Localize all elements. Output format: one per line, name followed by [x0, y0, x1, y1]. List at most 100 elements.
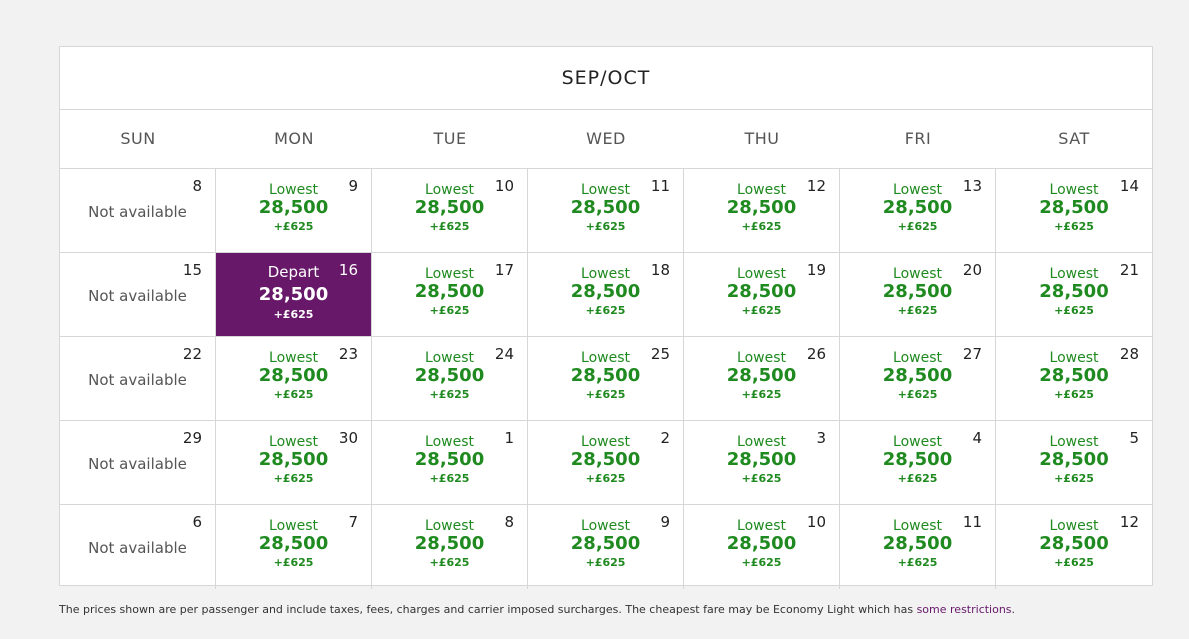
day-number: 11: [962, 513, 982, 531]
fare-footnote: The prices shown are per passenger and i…: [59, 603, 1015, 616]
lowest-label: Lowest: [737, 182, 786, 198]
day-cell[interactable]: 28 Lowest 28,500 +£625: [996, 337, 1152, 421]
lowest-label: Lowest: [737, 434, 786, 450]
fare-tax: +£625: [585, 304, 626, 317]
day-cell[interactable]: 14 Lowest 28,500 +£625: [996, 169, 1152, 253]
day-number: 12: [806, 177, 826, 195]
fare-price: 28,500: [570, 281, 641, 302]
lowest-label: Lowest: [893, 434, 942, 450]
day-cell[interactable]: 21 Lowest 28,500 +£625: [996, 253, 1152, 337]
fare-tax: +£625: [429, 388, 470, 401]
fare-price: 28,500: [414, 533, 485, 554]
day-cell[interactable]: 25 Lowest 28,500 +£625: [528, 337, 684, 421]
lowest-label: Lowest: [1049, 434, 1099, 450]
fare-tax: +£625: [741, 472, 782, 485]
day-cell[interactable]: 26 Lowest 28,500 +£625: [684, 337, 840, 421]
day-cell[interactable]: 9 Lowest 28,500 +£625: [528, 505, 684, 589]
fare-tax: +£625: [1054, 472, 1094, 485]
fare-price: 28,500: [726, 197, 797, 218]
day-cell[interactable]: 23 Lowest 28,500 +£625: [216, 337, 372, 421]
day-number: 20: [962, 261, 982, 279]
day-number: 17: [494, 261, 514, 279]
lowest-label: Lowest: [581, 350, 630, 366]
fare-tax: +£625: [273, 308, 314, 321]
day-cell[interactable]: 10 Lowest 28,500 +£625: [684, 505, 840, 589]
footnote-end: .: [1011, 603, 1016, 616]
day-number: 2: [660, 429, 670, 447]
fare-price: 28,500: [726, 365, 797, 386]
day-cell[interactable]: 13 Lowest 28,500 +£625: [840, 169, 996, 253]
not-available-label: Not available: [88, 371, 187, 389]
fare-price: 28,500: [882, 365, 953, 386]
lowest-label: Lowest: [581, 266, 630, 282]
day-cell[interactable]: 7 Lowest 28,500 +£625: [216, 505, 372, 589]
day-cell[interactable]: 4 Lowest 28,500 +£625: [840, 421, 996, 505]
lowest-label: Lowest: [269, 350, 318, 366]
fare-tax: +£625: [429, 220, 470, 233]
fare-price: 28,500: [570, 365, 641, 386]
calendar-title: SEP/OCT: [60, 47, 1152, 110]
depart-label: Depart: [267, 263, 320, 281]
fare-price: 28,500: [882, 533, 953, 554]
day-cell[interactable]: 11 Lowest 28,500 +£625: [840, 505, 996, 589]
lowest-label: Lowest: [1049, 518, 1099, 534]
lowest-label: Lowest: [425, 350, 474, 366]
fare-tax: +£625: [897, 472, 938, 485]
day-number: 8: [504, 513, 514, 531]
day-cell[interactable]: 2 Lowest 28,500 +£625: [528, 421, 684, 505]
fare-tax: +£625: [429, 472, 470, 485]
day-cell-selected[interactable]: 16 Depart 28,500 +£625: [216, 253, 372, 337]
not-available-label: Not available: [88, 287, 187, 305]
fare-price: 28,500: [726, 449, 797, 470]
fare-tax: +£625: [429, 556, 470, 569]
day-number: 5: [1129, 429, 1139, 447]
day-cell[interactable]: 19 Lowest 28,500 +£625: [684, 253, 840, 337]
fare-tax: +£625: [741, 304, 782, 317]
lowest-label: Lowest: [581, 182, 630, 198]
fare-tax: +£625: [897, 220, 938, 233]
day-cell[interactable]: 11 Lowest 28,500 +£625: [528, 169, 684, 253]
day-number: 26: [806, 345, 826, 363]
fare-tax: +£625: [273, 556, 314, 569]
day-cell[interactable]: 17 Lowest 28,500 +£625: [372, 253, 528, 337]
day-cell[interactable]: 27 Lowest 28,500 +£625: [840, 337, 996, 421]
day-cell[interactable]: 24 Lowest 28,500 +£625: [372, 337, 528, 421]
lowest-label: Lowest: [581, 434, 630, 450]
lowest-label: Lowest: [1049, 350, 1099, 366]
fare-price: 28,500: [414, 365, 485, 386]
day-cell[interactable]: 5 Lowest 28,500 +£625: [996, 421, 1152, 505]
lowest-label: Lowest: [425, 266, 474, 282]
day-number: 18: [650, 261, 670, 279]
fare-tax: +£625: [273, 472, 314, 485]
day-cell[interactable]: 1 Lowest 28,500 +£625: [372, 421, 528, 505]
fare-tax: +£625: [273, 388, 314, 401]
fare-price: 28,500: [882, 281, 953, 302]
fare-price: 28,500: [1039, 449, 1109, 470]
fare-tax: +£625: [897, 556, 938, 569]
day-cell[interactable]: 12 Lowest 28,500 +£625: [996, 505, 1152, 589]
day-cell[interactable]: 18 Lowest 28,500 +£625: [528, 253, 684, 337]
weekday-fri: FRI: [904, 129, 932, 148]
lowest-label: Lowest: [269, 518, 318, 534]
fare-price: 28,500: [882, 449, 953, 470]
day-number: 29: [182, 429, 202, 447]
lowest-label: Lowest: [425, 518, 474, 534]
restrictions-link[interactable]: some restrictions: [916, 603, 1012, 616]
day-cell[interactable]: 12 Lowest 28,500 +£625: [684, 169, 840, 253]
fare-tax: +£625: [741, 388, 782, 401]
day-cell-unavailable: 29 Not available: [60, 421, 216, 505]
day-cell[interactable]: 10 Lowest 28,500 +£625: [372, 169, 528, 253]
calendar-grid: 8 Not available 9 Lowest 28,500 +£625 10 Lowest…: [60, 169, 1152, 589]
day-number: 24: [494, 345, 514, 363]
lowest-label: Lowest: [893, 518, 942, 534]
day-cell[interactable]: 30 Lowest 28,500 +£625: [216, 421, 372, 505]
day-cell[interactable]: 8 Lowest 28,500 +£625: [372, 505, 528, 589]
lowest-label: Lowest: [737, 518, 786, 534]
day-cell[interactable]: 3 Lowest 28,500 +£625: [684, 421, 840, 505]
day-number: 3: [816, 429, 826, 447]
fare-price: 28,500: [258, 533, 329, 554]
fare-price: 28,500: [1039, 533, 1109, 554]
day-cell[interactable]: 9 Lowest 28,500 +£625: [216, 169, 372, 253]
fare-tax: +£625: [585, 556, 626, 569]
day-cell[interactable]: 20 Lowest 28,500 +£625: [840, 253, 996, 337]
